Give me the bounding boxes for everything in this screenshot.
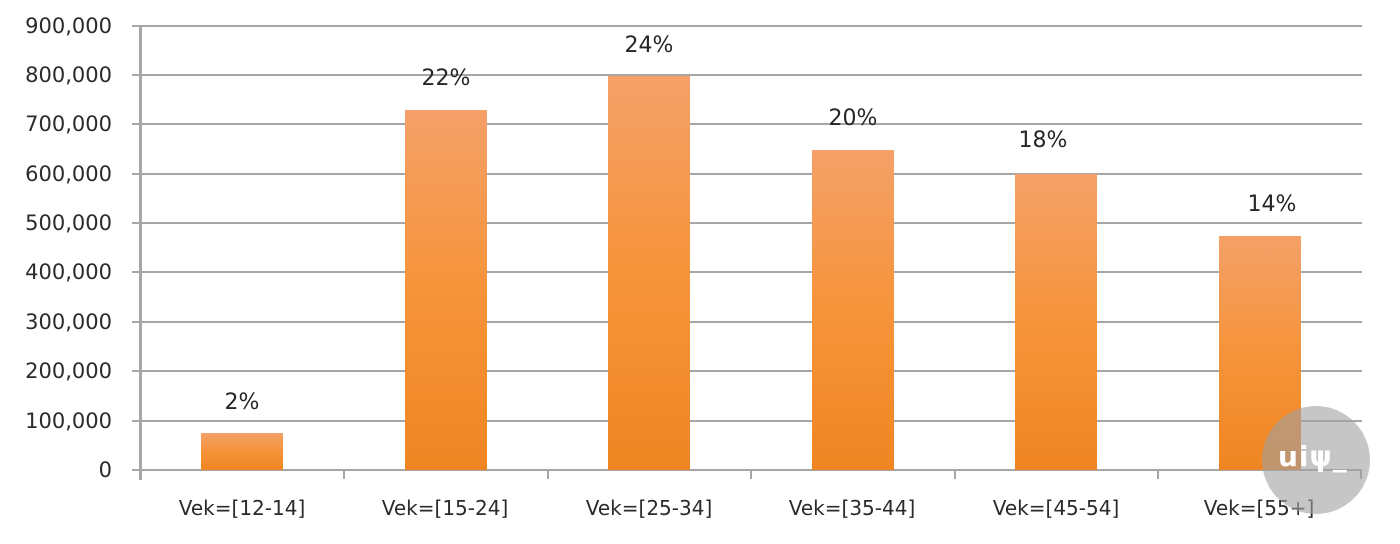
x-tick-label: Vek=[25-34]: [585, 496, 713, 520]
bar-35-44: [812, 150, 894, 470]
gridline: [132, 222, 1362, 224]
gridline: [132, 321, 1362, 323]
x-tick-label: Vek=[45-54]: [992, 496, 1120, 520]
x-tick: [750, 470, 752, 479]
bar-45-54: [1015, 174, 1097, 470]
gridline: [132, 25, 1362, 27]
gridline: [132, 123, 1362, 125]
gridline: [132, 271, 1362, 273]
watermark-text: uiψ_: [1278, 440, 1348, 473]
y-tick-label: 800,000: [25, 63, 112, 87]
watermark-logo: uiψ_: [1262, 406, 1370, 514]
x-tick-label: Vek=[12-14]: [178, 496, 306, 520]
gridline: [132, 420, 1362, 422]
y-tick-label: 200,000: [25, 359, 112, 383]
y-tick-label: 700,000: [25, 112, 112, 136]
y-tick-label: 500,000: [25, 211, 112, 235]
y-tick-label: 400,000: [25, 260, 112, 284]
gridline: [132, 173, 1362, 175]
gridline: [132, 469, 1362, 471]
x-tick: [1157, 470, 1159, 479]
y-tick-label: 900,000: [25, 14, 112, 38]
data-label: 24%: [624, 33, 674, 58]
bar-25-34: [608, 76, 690, 470]
y-tick-label: 0: [98, 458, 112, 482]
x-tick: [547, 470, 549, 479]
data-label: 22%: [421, 66, 471, 91]
y-tick-label: 100,000: [25, 409, 112, 433]
data-label: 20%: [828, 106, 878, 131]
gridline: [132, 370, 1362, 372]
bar-12-14: [201, 433, 283, 470]
x-tick: [954, 470, 956, 479]
y-axis-line: [139, 26, 142, 480]
data-label: 2%: [224, 390, 260, 415]
y-tick-label: 300,000: [25, 310, 112, 334]
data-label: 14%: [1247, 192, 1297, 217]
data-label: 18%: [1018, 128, 1068, 153]
x-tick-label: Vek=[35-44]: [788, 496, 916, 520]
x-tick-label: Vek=[15-24]: [381, 496, 509, 520]
y-tick-label: 600,000: [25, 162, 112, 186]
bar-15-24: [405, 110, 487, 470]
gridline: [132, 74, 1362, 76]
x-tick: [343, 470, 345, 479]
